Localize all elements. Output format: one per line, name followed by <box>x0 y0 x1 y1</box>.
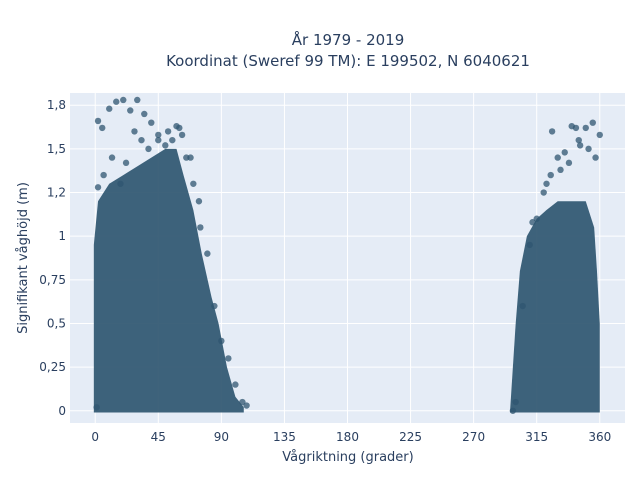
data-point <box>164 128 172 135</box>
data-point <box>195 198 203 205</box>
y-tick-label: 1,8 <box>47 98 66 112</box>
data-point <box>178 131 186 139</box>
data-point <box>572 124 580 132</box>
data-point <box>141 110 148 118</box>
data-point <box>543 180 550 187</box>
data-cluster-295-360 <box>510 201 600 413</box>
data-point <box>204 250 211 257</box>
x-tick-label: 135 <box>273 430 296 444</box>
data-point <box>100 171 107 179</box>
data-point <box>509 407 517 414</box>
data-point <box>533 215 540 222</box>
y-tick-label: 1 <box>58 229 66 243</box>
data-point <box>218 337 225 345</box>
data-point <box>138 136 145 144</box>
y-tick-label: 0,25 <box>39 360 66 374</box>
x-tick-label: 360 <box>588 430 611 444</box>
data-point <box>190 180 197 187</box>
data-point <box>187 154 194 161</box>
chart-title-line-2: Koordinat (Sweref 99 TM): E 199502, N 60… <box>166 52 530 70</box>
data-point <box>596 131 603 139</box>
y-tick-label: 0 <box>58 404 66 418</box>
data-points <box>93 96 603 414</box>
data-point <box>162 142 169 149</box>
y-tick-label: 1,5 <box>47 142 66 156</box>
data-point <box>127 107 134 114</box>
x-tick-label: 315 <box>525 430 548 444</box>
data-point <box>239 398 246 406</box>
data-point <box>108 154 116 161</box>
data-point <box>155 131 162 139</box>
data-point <box>197 224 204 231</box>
data-point <box>585 145 592 153</box>
data-point <box>211 302 218 310</box>
data-point <box>519 302 526 310</box>
x-tick-label: 270 <box>462 430 485 444</box>
data-point <box>155 136 162 144</box>
x-tick-label: 180 <box>336 430 359 444</box>
data-cluster-0-110 <box>93 148 244 413</box>
data-point <box>540 189 547 196</box>
data-point <box>145 145 152 153</box>
y-axis-title: Signifikant våghöjd (m) <box>16 182 31 334</box>
data-point <box>173 122 180 130</box>
data-point <box>93 404 100 411</box>
data-point <box>547 171 554 179</box>
data-point <box>589 119 596 126</box>
x-tick-label: 45 <box>151 430 166 444</box>
data-point <box>243 402 250 409</box>
y-tick-label: 1,2 <box>47 186 66 200</box>
data-point <box>232 381 239 388</box>
data-point <box>148 119 155 126</box>
data-point <box>526 241 533 249</box>
x-tick-label: 90 <box>214 430 229 444</box>
data-point <box>225 355 232 362</box>
y-axis-ticks: 0 0,25 0,5 0,75 1 1,2 1,5 1,8 <box>39 98 66 418</box>
data-point <box>94 184 102 191</box>
data-point <box>561 149 568 156</box>
data-point <box>106 105 113 112</box>
data-point <box>576 142 584 149</box>
data-point <box>99 124 106 132</box>
data-point <box>122 159 130 167</box>
x-tick-label: 0 <box>91 430 99 444</box>
y-tick-label: 0,75 <box>39 273 66 287</box>
data-point <box>592 154 599 161</box>
data-point <box>131 128 138 135</box>
data-point <box>554 154 561 161</box>
chart-title-line-1: År 1979 - 2019 <box>292 30 405 49</box>
data-point <box>94 117 102 125</box>
x-tick-label: 225 <box>399 430 422 444</box>
data-point <box>120 96 127 104</box>
data-point <box>557 166 564 174</box>
data-point <box>582 124 589 132</box>
data-point <box>575 136 582 144</box>
data-point <box>134 96 141 104</box>
data-point <box>169 136 176 144</box>
data-point <box>565 159 573 167</box>
x-axis-ticks: 0 45 90 135 180 225 270 315 360 <box>91 430 611 444</box>
data-point <box>113 98 120 105</box>
x-axis-title: Vågriktning (grader) <box>282 450 413 465</box>
data-point <box>529 219 536 226</box>
data-point <box>548 128 556 135</box>
y-tick-label: 0,5 <box>47 316 66 330</box>
data-point <box>117 180 124 187</box>
data-point <box>512 398 519 406</box>
